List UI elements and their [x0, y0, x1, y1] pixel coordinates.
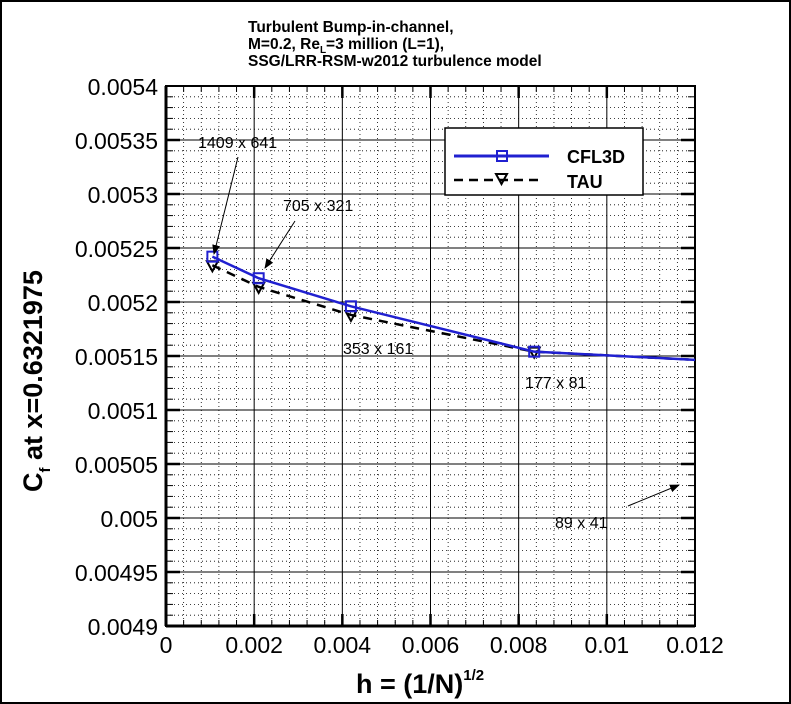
y-tick-label: 0.0049	[88, 614, 158, 640]
legend-tau-marker	[494, 173, 509, 187]
y-tick-label: 0.0052	[88, 290, 158, 316]
data-series	[205, 250, 695, 362]
annotation-arrow-2	[264, 220, 296, 269]
series-cfl3d	[206, 250, 695, 362]
annotations: 1409 x 641 705 x 321 353 x 161 177 x 81 …	[198, 135, 680, 532]
annotation-177x81: 177 x 81	[525, 375, 586, 392]
y-tick-label: 0.00535	[75, 128, 158, 154]
x-tick-label: 0.012	[666, 632, 724, 658]
y-tick-label: 0.0053	[88, 182, 158, 208]
annotation-1409x641: 1409 x 641	[198, 135, 277, 152]
x-tick-label: 0.002	[225, 632, 283, 658]
y-tick-label: 0.00515	[75, 344, 158, 370]
data-point-marker	[252, 272, 265, 285]
annotation-353x161: 353 x 161	[343, 341, 413, 358]
y-tick-label: 0.0054	[88, 74, 159, 100]
annotation-arrow-5	[627, 484, 680, 507]
annotation-89x41: 89 x 41	[555, 515, 608, 532]
y-tick-label: 0.005	[100, 506, 158, 532]
x-tick-label: 0.004	[314, 632, 372, 658]
annotation-arrow-1	[212, 156, 239, 255]
svg-text:Turbulent Bump-in-channel,: Turbulent Bump-in-channel,	[248, 19, 454, 36]
svg-text:h = (1/N)1/2: h = (1/N)1/2	[356, 667, 484, 699]
svg-text:Cf at x=0.6321975: Cf at x=0.6321975	[18, 270, 54, 492]
x-tick-label: 0.01	[584, 632, 629, 658]
legend: CFL3D TAU	[444, 127, 644, 196]
y-tick-labels: 0.0049 0.00495 0.005 0.00505 0.0051 0.00515 0.…	[75, 74, 158, 640]
legend-box	[444, 127, 644, 196]
data-point-marker	[528, 345, 541, 358]
legend-tau-label: TAU	[567, 172, 603, 192]
svg-text:SSG/LRR-RSM-w2012 turbulence m: SSG/LRR-RSM-w2012 turbulence model	[248, 53, 542, 70]
x-tick-label: 0.008	[490, 632, 548, 658]
y-tick-label: 0.00525	[75, 236, 158, 262]
y-tick-label: 0.00495	[75, 560, 158, 586]
legend-cfl3d-marker	[496, 150, 508, 162]
y-tick-label: 0.00505	[75, 452, 158, 478]
annotation-705x321: 705 x 321	[283, 198, 353, 215]
x-tick-labels: 0 0.002 0.004 0.006 0.008 0.01 0.012	[160, 632, 724, 658]
y-axis-title: Cf at x=0.6321975	[18, 270, 54, 492]
legend-cfl3d-label: CFL3D	[567, 147, 625, 167]
y-tick-label: 0.0051	[88, 398, 158, 424]
chart-title: Turbulent Bump-in-channel, M=0.2, ReL=3 …	[248, 19, 542, 70]
x-axis-title: h = (1/N)1/2	[356, 667, 484, 699]
grid	[166, 86, 695, 626]
svg-text:M=0.2, ReL=3 million (L=1),: M=0.2, ReL=3 million (L=1),	[248, 36, 444, 56]
x-tick-label: 0	[160, 632, 173, 658]
series-tau	[205, 260, 695, 362]
data-point-marker	[344, 300, 357, 313]
x-tick-label: 0.006	[402, 632, 460, 658]
